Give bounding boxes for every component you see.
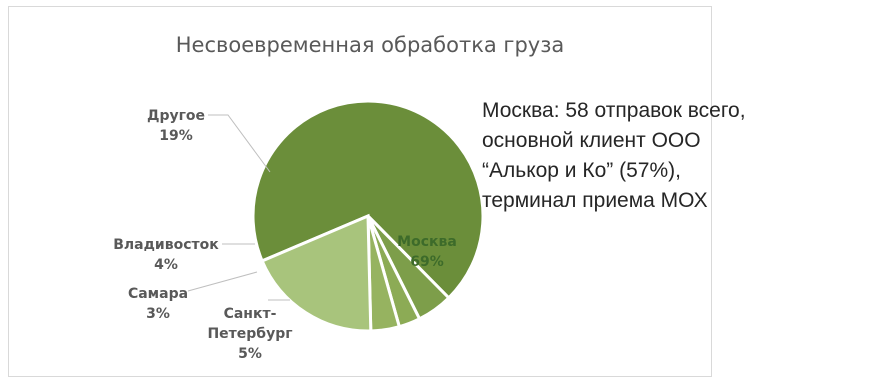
- pie-slice-москва: [251, 99, 485, 301]
- slice-label-санкт-петербург: Петербург: [207, 326, 292, 342]
- pie-chart: Несвоевременная обработка груза Москва 69…: [113, 33, 565, 362]
- annotation-line: основной клиент ООО: [482, 129, 701, 152]
- leader-line-другое: [208, 114, 271, 173]
- annotation-line: Москва: 58 отправок всего,: [482, 99, 746, 122]
- slice-labels: Москва 69% Санкт- Петербург 5% Самара 3% Владив…: [113, 108, 457, 362]
- pie-slice-другое: [260, 213, 373, 333]
- slice-label-москва: Москва: [397, 234, 457, 250]
- slice-label-самара: Самара: [128, 286, 188, 302]
- slice-value-москва: 69%: [410, 254, 444, 270]
- slice-value-самара: 3%: [146, 306, 170, 322]
- pie-slices: [251, 99, 485, 333]
- annotation-line: “Алькор и Ко” (57%),: [482, 159, 681, 182]
- slice-label-владивосток: Владивосток: [113, 237, 219, 253]
- leader-lines: [187, 114, 290, 301]
- leader-line-самара: [187, 271, 258, 292]
- slice-value-санкт-петербург: 5%: [238, 346, 262, 362]
- slice-value-владивосток: 4%: [154, 257, 178, 273]
- annotation-line: терминал приема МОХ: [482, 189, 708, 212]
- slice-label-другое: Другое: [147, 108, 205, 124]
- annotation-callout: Москва: 58 отправок всего, основной клие…: [482, 96, 862, 216]
- slice-label-санкт-петербург: Санкт-: [224, 306, 277, 322]
- slice-value-другое: 19%: [159, 128, 193, 144]
- chart-title: Несвоевременная обработка груза: [176, 33, 565, 57]
